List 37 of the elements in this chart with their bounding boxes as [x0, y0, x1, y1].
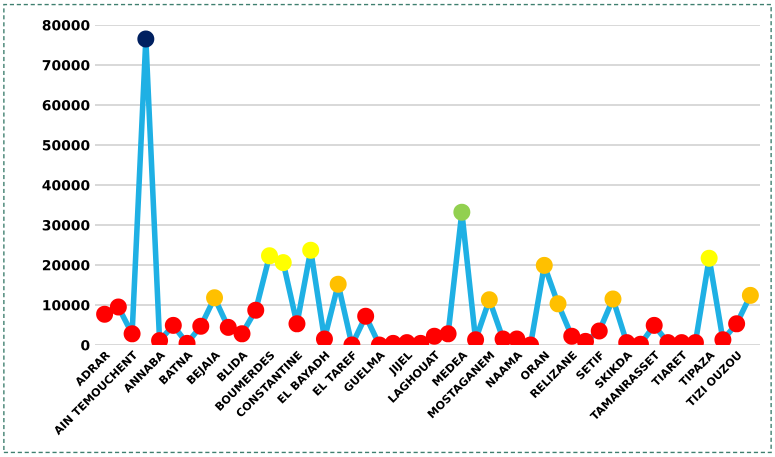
point: [440, 325, 457, 342]
point: [646, 316, 663, 334]
point: [206, 289, 224, 306]
y-tick-label: 50000: [42, 140, 90, 150]
point: [426, 328, 443, 345]
y-tick-label: 70000: [42, 60, 90, 70]
point: [247, 302, 264, 319]
point: [164, 316, 182, 334]
point: [110, 298, 127, 316]
point: [590, 322, 608, 340]
point: [260, 247, 278, 264]
y-tick-label: 20000: [42, 260, 90, 270]
y-tick-label: 60000: [42, 100, 90, 110]
point: [192, 318, 210, 335]
point: [96, 306, 114, 323]
point: [234, 325, 251, 342]
point: [563, 328, 580, 345]
point: [604, 290, 622, 308]
point: [124, 325, 141, 342]
point: [550, 295, 567, 312]
point: [274, 254, 292, 272]
point: [357, 308, 374, 325]
point: [220, 318, 237, 336]
point: [453, 204, 470, 221]
point: [302, 242, 320, 259]
point: [288, 315, 306, 332]
y-tick-label: 0: [81, 340, 90, 350]
point: [728, 315, 746, 332]
y-tick-label: 40000: [42, 180, 90, 190]
point: [700, 250, 718, 267]
point: [480, 291, 498, 308]
point: [742, 286, 759, 304]
point: [536, 256, 553, 274]
y-tick-label: 80000: [42, 20, 90, 30]
y-tick-label: 10000: [43, 300, 90, 310]
y-tick-label: 30000: [42, 220, 90, 230]
point: [330, 276, 347, 293]
